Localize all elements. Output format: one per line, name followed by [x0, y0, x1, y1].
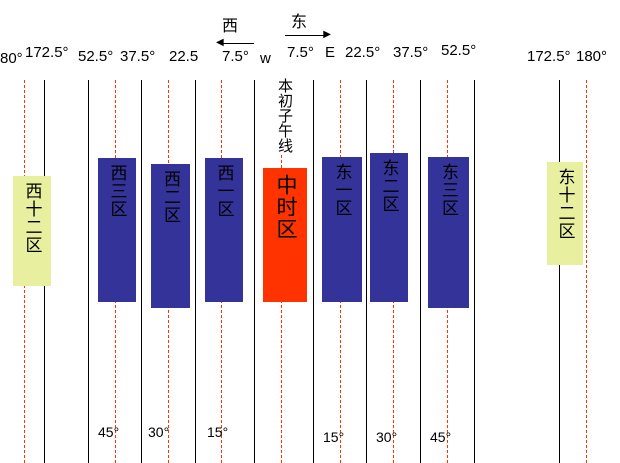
west-label: 西 — [222, 18, 239, 35]
zone-w3: 西三区 — [98, 158, 136, 302]
top-label: 80° — [0, 50, 23, 67]
top-label: 37.5° — [393, 44, 429, 61]
zone-label: 东二区 — [379, 159, 399, 213]
top-label: 180° — [576, 48, 608, 65]
top-label: 22.5 — [169, 48, 199, 65]
central-meridian — [586, 80, 587, 463]
top-label: 172.5° — [25, 44, 69, 61]
boundary-line — [474, 80, 475, 463]
boundary-line — [141, 80, 142, 463]
zone-e2: 东二区 — [370, 153, 408, 302]
zone-label: 西三区 — [107, 164, 127, 218]
zone-e12: 东十二区 — [547, 162, 583, 265]
zone-label: 东十二区 — [555, 168, 575, 240]
prime-meridian-label: 本初子午线 — [274, 78, 295, 153]
boundary-line — [88, 80, 89, 463]
top-label: 22.5° — [345, 44, 381, 61]
zone-label: 东三区 — [439, 163, 458, 217]
east-arrow: ▶ — [285, 29, 331, 40]
boundary-line — [559, 80, 560, 463]
bottom-label: 45° — [430, 429, 452, 445]
top-label: 7.5° — [287, 44, 314, 61]
zone-label: 西十二区 — [22, 182, 42, 254]
bottom-label: 15° — [207, 424, 229, 440]
zone-w2: 西二区 — [151, 164, 190, 308]
zone-label: 中时区 — [274, 174, 297, 240]
west-arrow: ◀ — [216, 37, 254, 48]
boundary-line — [313, 80, 314, 463]
zone-w1: 西一区 — [205, 158, 243, 302]
top-label: w — [260, 50, 271, 67]
bottom-label: 30° — [376, 429, 398, 445]
east-label: 东 — [291, 14, 308, 31]
boundary-line — [420, 80, 421, 463]
zone-label: 西二区 — [161, 170, 180, 224]
zone-e3: 东三区 — [428, 157, 469, 308]
zone-label: 西一区 — [214, 164, 234, 218]
top-label: 52.5° — [441, 42, 477, 59]
bottom-label: 15° — [323, 429, 345, 445]
bottom-label: 30° — [148, 424, 170, 440]
zone-label: 东一区 — [332, 163, 352, 217]
boundary-line — [195, 80, 196, 463]
top-label: 7.5° — [222, 48, 249, 65]
bottom-label: 45° — [98, 424, 120, 440]
zone-e1: 东一区 — [322, 157, 362, 302]
boundary-line — [366, 80, 367, 463]
top-label: 52.5° — [78, 48, 114, 65]
top-label: E — [325, 44, 336, 61]
zone-central: 中时区 — [263, 168, 307, 302]
zone-w12: 西十二区 — [13, 176, 51, 286]
top-label: 172.5° — [527, 48, 571, 65]
top-label: 37.5° — [120, 48, 156, 65]
boundary-line — [254, 80, 255, 463]
